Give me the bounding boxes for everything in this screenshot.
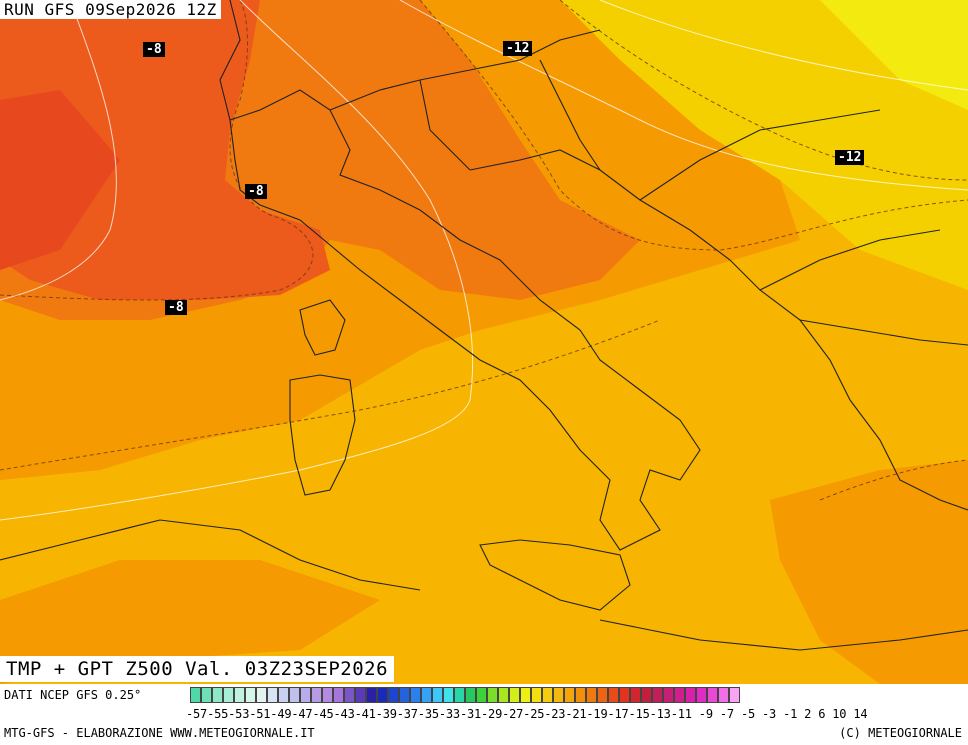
geopotential-lines xyxy=(0,0,968,521)
color-swatch xyxy=(421,687,432,703)
color-swatch xyxy=(674,687,685,703)
color-swatch xyxy=(575,687,586,703)
red-orange-region xyxy=(0,0,330,300)
coastlines-and-borders xyxy=(0,0,968,651)
isotherm-label: -8 xyxy=(143,42,165,57)
color-swatch xyxy=(311,687,322,703)
color-swatch xyxy=(245,687,256,703)
color-swatch xyxy=(542,687,553,703)
color-scale-labels: -57-55-53-51-49-47-45-43-41-39-37-35-33-… xyxy=(186,707,868,721)
color-swatch xyxy=(531,687,542,703)
isotherm-label: -12 xyxy=(503,41,533,56)
color-swatch xyxy=(707,687,718,703)
color-swatch xyxy=(553,687,564,703)
color-swatch xyxy=(432,687,443,703)
color-swatch xyxy=(586,687,597,703)
elaboration-credit: MTG-GFS - ELABORAZIONE WWW.METEOGIORNALE… xyxy=(4,726,315,740)
color-swatch xyxy=(619,687,630,703)
isotherm-label: -8 xyxy=(245,184,267,199)
color-swatch xyxy=(410,687,421,703)
color-swatch xyxy=(729,687,740,703)
color-swatch xyxy=(201,687,212,703)
color-swatch xyxy=(190,687,201,703)
color-swatch xyxy=(377,687,388,703)
color-swatch xyxy=(641,687,652,703)
color-swatch xyxy=(322,687,333,703)
color-swatch xyxy=(289,687,300,703)
color-swatch xyxy=(333,687,344,703)
color-swatch xyxy=(256,687,267,703)
color-swatch xyxy=(355,687,366,703)
color-swatch xyxy=(564,687,575,703)
footer: DATI NCEP GFS 0.25° -57-55-53-51-49-47-4… xyxy=(0,684,968,745)
color-swatch xyxy=(597,687,608,703)
color-swatch xyxy=(212,687,223,703)
isotherm-label: -8 xyxy=(165,300,187,315)
color-swatch xyxy=(366,687,377,703)
color-swatch xyxy=(388,687,399,703)
red-core xyxy=(0,90,120,270)
color-swatch xyxy=(300,687,311,703)
color-swatch xyxy=(454,687,465,703)
weather-map: RUN GFS 09Sep2026 12Z -8 -12 -8 -12 -8 T… xyxy=(0,0,968,684)
temperature-field xyxy=(0,0,968,684)
color-swatch xyxy=(487,687,498,703)
copyright-credit: (C) METEOGIORNALE xyxy=(839,726,962,740)
color-swatch xyxy=(696,687,707,703)
color-swatch xyxy=(234,687,245,703)
yellow-region xyxy=(560,0,968,290)
run-label: RUN GFS 09Sep2026 12Z xyxy=(0,0,221,19)
color-swatch xyxy=(652,687,663,703)
color-swatch xyxy=(718,687,729,703)
color-swatch xyxy=(267,687,278,703)
color-swatch xyxy=(608,687,619,703)
bright-yellow-region xyxy=(820,0,968,110)
color-swatch xyxy=(476,687,487,703)
color-swatch xyxy=(223,687,234,703)
color-swatch xyxy=(663,687,674,703)
color-swatch xyxy=(509,687,520,703)
color-swatch xyxy=(443,687,454,703)
south-orange-patch xyxy=(0,560,380,684)
color-swatch xyxy=(630,687,641,703)
isotherm-lines xyxy=(0,0,968,501)
color-swatch xyxy=(399,687,410,703)
east-orange-patch xyxy=(770,460,968,684)
data-source: DATI NCEP GFS 0.25° xyxy=(4,688,142,702)
validity-label: TMP + GPT Z500 Val. 03Z23SEP2026 xyxy=(0,656,395,682)
color-swatch xyxy=(498,687,509,703)
isotherm-label: -12 xyxy=(835,150,865,165)
color-swatch xyxy=(685,687,696,703)
color-scale xyxy=(190,687,740,705)
color-swatch xyxy=(520,687,531,703)
color-swatch xyxy=(465,687,476,703)
color-swatch xyxy=(344,687,355,703)
color-swatch xyxy=(278,687,289,703)
